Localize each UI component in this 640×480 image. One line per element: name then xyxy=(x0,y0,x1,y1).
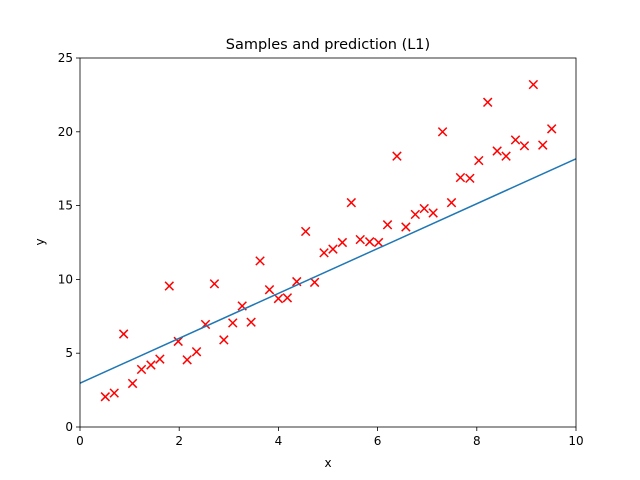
axes-frame xyxy=(79,57,577,428)
y-axis: 0 5 10 15 20 25 xyxy=(58,51,80,434)
sample-point-marker xyxy=(155,354,165,364)
sample-point-marker xyxy=(164,281,175,291)
sample-point-marker xyxy=(455,172,466,183)
sample-point-marker xyxy=(337,237,348,248)
x-tick-label: 6 xyxy=(374,434,382,448)
sample-point-marker xyxy=(219,335,229,345)
sample-point-marker xyxy=(492,146,502,156)
plot-marks xyxy=(80,79,576,402)
sample-point-marker xyxy=(319,248,329,258)
chart-title: Samples and prediction (L1) xyxy=(226,37,430,53)
sample-point-marker xyxy=(136,364,147,375)
sample-point-marker xyxy=(465,173,475,184)
x-tick-label: 4 xyxy=(275,434,283,448)
sample-point-marker xyxy=(127,378,138,389)
sample-point-marker xyxy=(382,220,393,230)
x-tick-label: 0 xyxy=(76,434,84,448)
sample-point-marker xyxy=(519,141,530,151)
sample-point-marker xyxy=(282,293,293,303)
sample-point-marker xyxy=(364,237,375,247)
y-tick-label: 5 xyxy=(65,346,73,360)
x-tick-label: 2 xyxy=(175,434,183,448)
sample-point-marker xyxy=(355,234,365,245)
sample-point-marker xyxy=(246,317,256,327)
sample-point-marker xyxy=(437,127,448,137)
sample-point-marker xyxy=(401,222,411,232)
y-tick-label: 20 xyxy=(58,125,73,139)
x-axis-label: x xyxy=(324,456,331,470)
sample-point-marker xyxy=(528,79,539,90)
sample-point-marker xyxy=(474,155,484,166)
prediction-line xyxy=(80,158,576,384)
y-tick-label: 25 xyxy=(58,51,73,65)
sample-point-marker xyxy=(346,197,357,208)
sample-point-marker xyxy=(482,97,493,108)
sample-point-marker xyxy=(501,151,511,161)
sample-point-marker xyxy=(309,277,320,288)
sample-point-marker xyxy=(228,318,238,328)
sample-point-marker xyxy=(255,256,265,266)
sample-point-marker xyxy=(300,226,311,237)
x-tick-label: 10 xyxy=(568,434,583,448)
sample-point-marker xyxy=(546,124,557,134)
sample-point-marker xyxy=(182,355,192,365)
sample-point-marker xyxy=(191,346,202,357)
sample-point-marker xyxy=(428,208,438,218)
x-axis: 0 2 4 6 8 10 xyxy=(76,427,584,448)
sample-point-marker xyxy=(273,293,284,304)
y-axis-label: y xyxy=(33,238,47,245)
sample-point-marker xyxy=(328,244,338,254)
sample-point-marker xyxy=(446,197,457,208)
sample-point-marker xyxy=(510,135,521,145)
x-tick-label: 8 xyxy=(473,434,481,448)
sample-point-marker xyxy=(209,279,220,289)
sample-point-marker xyxy=(373,237,384,248)
sample-point-marker xyxy=(264,285,275,295)
sample-point-marker xyxy=(118,329,129,339)
sample-point-marker xyxy=(109,388,119,398)
sample-point-marker xyxy=(410,209,421,220)
sample-point-marker xyxy=(538,140,548,150)
plot-area xyxy=(79,57,577,428)
sample-point-marker xyxy=(173,336,183,347)
sample-point-marker xyxy=(392,151,402,161)
sample-point-marker xyxy=(419,203,429,214)
y-tick-label: 15 xyxy=(58,199,73,213)
y-tick-label: 0 xyxy=(65,420,73,434)
sample-point-marker xyxy=(100,392,111,402)
sample-point-marker xyxy=(146,360,156,370)
y-tick-label: 10 xyxy=(58,272,73,286)
